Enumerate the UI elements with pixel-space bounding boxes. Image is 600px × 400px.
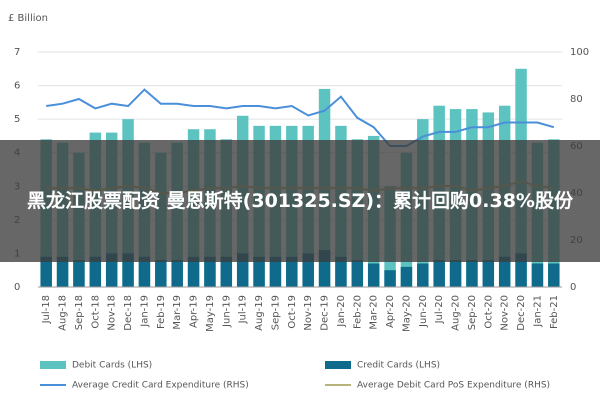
x-tick-label: Oct-20 bbox=[483, 295, 494, 329]
x-tick-label: Feb-20 bbox=[352, 295, 363, 329]
legend-swatch bbox=[40, 361, 66, 369]
bar bbox=[482, 260, 495, 287]
banner: 黑龙江股票配资 曼恩斯特(301325.SZ)：累计回购0.38%股份 bbox=[0, 140, 600, 262]
x-tick-label: Feb-19 bbox=[156, 295, 167, 329]
legend-label: Average Credit Card Expenditure (RHS) bbox=[72, 381, 249, 391]
bar bbox=[351, 260, 364, 287]
x-tick-label: Jan-20 bbox=[336, 295, 347, 328]
bar bbox=[335, 256, 347, 287]
bar bbox=[417, 263, 429, 287]
banner-text: 黑龙江股票配资 曼恩斯特(301325.SZ)：累计回购0.38%股份 bbox=[27, 190, 573, 212]
x-tick-label: Jun-20 bbox=[418, 295, 429, 328]
bar bbox=[236, 253, 249, 287]
x-tick-label: Apr-19 bbox=[189, 295, 200, 328]
y2-tick-label: 0 bbox=[570, 282, 576, 293]
bar bbox=[531, 263, 544, 287]
x-tick-label: May-19 bbox=[205, 295, 216, 332]
y-axis-title: £ Billion bbox=[8, 13, 48, 24]
bar bbox=[105, 253, 118, 287]
bar bbox=[433, 260, 445, 287]
x-tick-label: Nov-18 bbox=[107, 295, 118, 331]
x-tick-label: Oct-19 bbox=[287, 295, 298, 329]
bar bbox=[548, 263, 560, 287]
y-tick-label: 5 bbox=[14, 114, 20, 125]
bar bbox=[122, 253, 134, 287]
bar bbox=[89, 256, 102, 287]
y-tick-label: 7 bbox=[14, 47, 20, 58]
bar bbox=[498, 256, 511, 287]
x-tick-label: Jul-19 bbox=[238, 295, 249, 324]
x-tick-label: Feb-21 bbox=[549, 295, 560, 329]
x-tick-label: Jan-21 bbox=[532, 295, 543, 328]
x-tick-label: Mar-19 bbox=[172, 295, 183, 330]
bar bbox=[171, 260, 183, 287]
x-tick-label: Nov-19 bbox=[303, 295, 314, 331]
x-tick-label: Aug-19 bbox=[254, 295, 265, 331]
legend-label: Average Debit Card PoS Expenditure (RHS) bbox=[357, 381, 550, 391]
bar bbox=[269, 256, 282, 287]
bar bbox=[400, 266, 413, 287]
legend-label: Credit Cards (LHS) bbox=[357, 361, 440, 371]
x-tick-label: Jul-20 bbox=[434, 295, 445, 324]
bar bbox=[449, 260, 462, 287]
bar bbox=[384, 270, 396, 287]
bar bbox=[220, 256, 233, 287]
x-tick-label: Jan-19 bbox=[139, 295, 150, 328]
x-tick-label: Sep-19 bbox=[270, 295, 281, 330]
x-tick-label: Sep-20 bbox=[467, 295, 478, 330]
x-tick-label: Nov-20 bbox=[500, 295, 511, 331]
x-tick-label: Apr-20 bbox=[385, 295, 396, 328]
x-tick-label: Jul-18 bbox=[41, 295, 52, 324]
bar bbox=[40, 256, 52, 287]
bar bbox=[286, 256, 298, 287]
bar bbox=[56, 256, 69, 287]
x-tick-label: May-20 bbox=[401, 295, 412, 332]
bar bbox=[466, 260, 478, 287]
y-tick-label: 6 bbox=[14, 81, 20, 92]
bar bbox=[204, 256, 216, 287]
bar bbox=[138, 256, 151, 287]
x-tick-label: Aug-18 bbox=[58, 295, 69, 331]
bar bbox=[302, 253, 314, 287]
legend-swatch bbox=[325, 361, 351, 369]
x-tick-label: Dec-20 bbox=[516, 295, 527, 331]
legend-label: Debit Cards (LHS) bbox=[72, 361, 152, 371]
bar bbox=[253, 256, 265, 287]
bar bbox=[187, 256, 200, 287]
x-tick-label: Sep-18 bbox=[74, 295, 85, 330]
x-tick-label: Jun-19 bbox=[221, 295, 232, 328]
bar bbox=[515, 253, 527, 287]
y2-tick-label: 100 bbox=[570, 47, 589, 58]
bar bbox=[155, 260, 167, 287]
x-tick-label: Dec-18 bbox=[123, 295, 134, 331]
x-tick-label: Aug-20 bbox=[451, 295, 462, 331]
y2-tick-label: 80 bbox=[570, 94, 583, 105]
y-tick-label: 0 bbox=[14, 282, 20, 293]
x-tick-label: Oct-18 bbox=[90, 295, 101, 329]
bar bbox=[73, 260, 85, 287]
x-tick-label: Dec-19 bbox=[320, 295, 331, 331]
bar bbox=[318, 250, 331, 287]
bar bbox=[367, 263, 380, 287]
x-tick-label: Mar-20 bbox=[369, 295, 380, 330]
line bbox=[46, 88, 555, 147]
